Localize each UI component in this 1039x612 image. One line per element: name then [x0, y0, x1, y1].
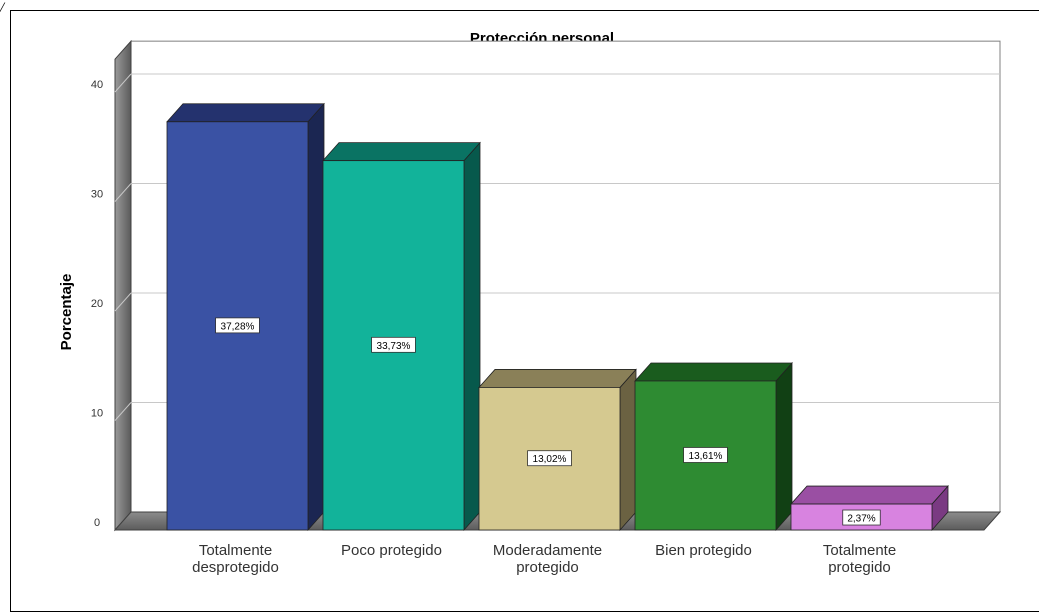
bar-side	[619, 368, 637, 532]
data-label: 13,61%	[689, 451, 723, 462]
side-wall	[114, 39, 132, 532]
bar-side	[463, 141, 481, 532]
y-tick-label: 10	[91, 408, 103, 420]
y-tick-label: 20	[91, 298, 103, 310]
bar-chart: Protección personal Porcentaje 010203040…	[58, 30, 1002, 576]
y-tick-label: 30	[91, 189, 103, 201]
x-tick-label: desprotegido	[192, 559, 279, 576]
x-tick-label: Totalmente	[823, 542, 896, 559]
data-label-box	[842, 509, 881, 526]
gridline-side	[114, 183, 132, 202]
bar-top	[166, 103, 325, 123]
y-axis-label: Porcentaje	[58, 274, 75, 351]
x-tick-label: Moderadamente	[493, 542, 602, 559]
gridline-side	[114, 73, 132, 93]
x-tick-label: Bien protegido	[655, 542, 752, 559]
data-label-box	[215, 317, 260, 334]
data-label: 2,37%	[847, 514, 875, 525]
y-tick-label: 0	[94, 517, 100, 529]
x-tick-label: protegido	[828, 559, 891, 576]
bar-side	[307, 102, 325, 532]
corner-mark: /	[0, 0, 5, 16]
gridline-side	[114, 402, 132, 421]
bar-top	[634, 362, 793, 382]
bar-top	[322, 142, 481, 162]
bar-top	[790, 485, 949, 505]
data-label: 13,02%	[533, 454, 567, 465]
data-label-box	[527, 450, 572, 467]
data-label: 33,73%	[377, 341, 411, 352]
bar-side	[775, 361, 793, 532]
x-tick-label: Poco protegido	[341, 542, 442, 559]
data-label: 37,28%	[221, 321, 255, 332]
data-label-box	[683, 447, 728, 463]
data-label-box	[371, 336, 416, 353]
gridline-side	[114, 292, 132, 312]
x-tick-label: protegido	[516, 559, 579, 576]
x-tick-label: Totalmente	[199, 542, 272, 559]
y-tick-label: 40	[91, 79, 103, 91]
plot-area: 01020304037,28%Totalmentedesprotegido33,…	[91, 39, 1002, 576]
bar-top	[478, 369, 637, 388]
